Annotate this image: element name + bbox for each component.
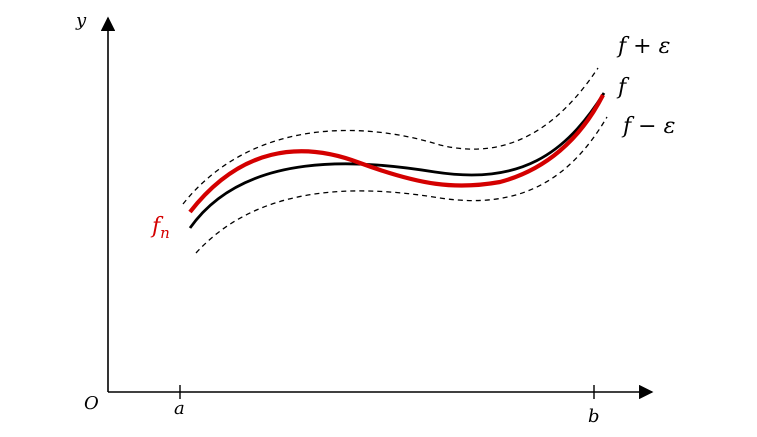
- lower-bound-label: f − ε: [621, 114, 675, 139]
- fn-label-subscript: n: [160, 224, 170, 242]
- f-label: f: [616, 75, 630, 100]
- upper-bound-curve: [182, 67, 599, 205]
- upper-bound-label: f + ε: [616, 34, 670, 59]
- lower-bound-curve: [195, 116, 608, 254]
- y-axis-label: y: [75, 10, 87, 31]
- a-label: a: [174, 398, 185, 419]
- f-curve: [188, 92, 606, 229]
- fn-label: fn: [150, 214, 170, 242]
- b-label: b: [588, 406, 600, 427]
- fn-curve: [188, 94, 605, 214]
- origin-label: O: [84, 393, 99, 414]
